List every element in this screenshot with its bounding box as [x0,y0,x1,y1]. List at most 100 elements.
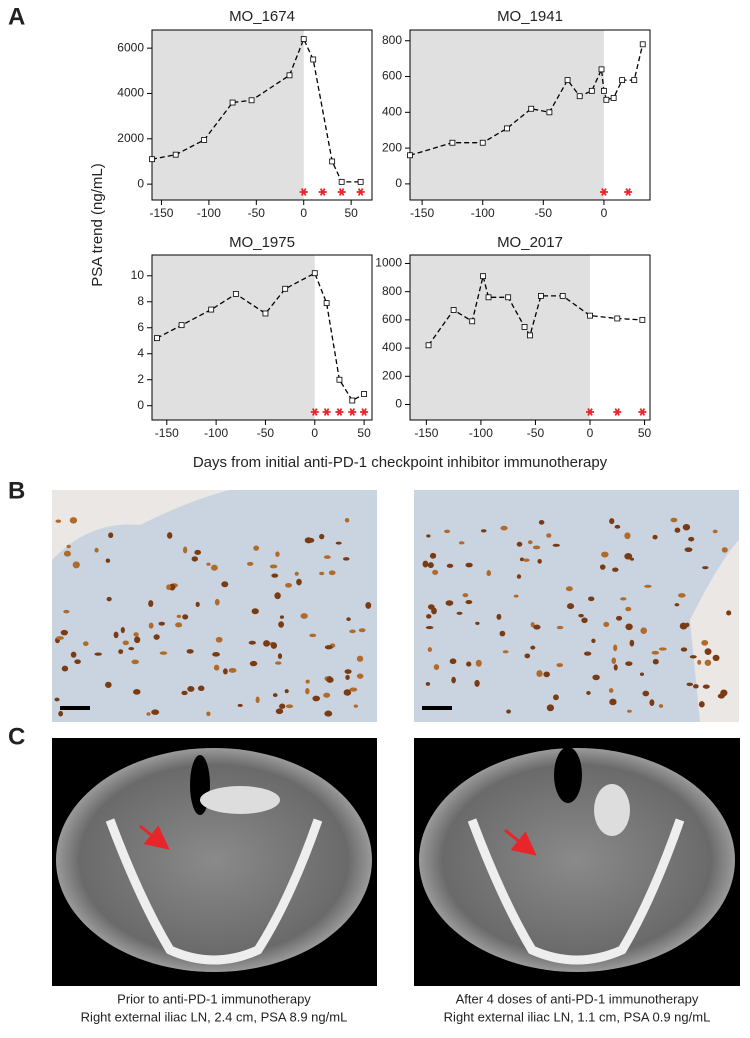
stained-cell [556,663,564,668]
stained-cell [319,571,325,576]
stained-cell [131,659,139,665]
stained-cell [305,679,310,684]
y-tick-label: 2000 [117,131,144,145]
stained-cell [279,703,286,709]
x-tick-label: -150 [149,206,173,220]
psa-point [538,292,544,299]
stained-cell [500,525,508,531]
stained-cell [553,694,559,701]
stained-cell [328,570,336,576]
psa-point [527,332,533,339]
psa-point [338,178,345,185]
stained-cell [166,584,171,590]
stained-cell [269,564,278,569]
stained-cell [465,562,473,568]
stained-cell [105,558,111,563]
stained-cell [608,688,614,693]
stained-cell [537,558,542,564]
stained-cell [108,532,114,539]
psa-point [286,72,293,79]
stained-cell [237,703,243,708]
y-tick-label: 200 [382,140,402,154]
y-tick-label: 6 [137,320,144,334]
stained-cell [278,621,284,628]
stained-cell [649,699,655,707]
stained-cell [583,651,592,656]
stained-cell [72,561,80,569]
stained-cell [609,698,617,706]
x-tick-label: -150 [410,206,434,220]
stained-cell [105,681,112,688]
chart-title: MO_1941 [497,8,563,25]
x-tick-label: 0 [587,426,594,440]
psa-point [504,125,510,132]
stained-cell [279,615,284,619]
y-tick-label: 400 [382,104,402,118]
stained-cell [629,639,635,647]
stained-cell [702,566,709,570]
stained-cell [345,674,350,680]
y-tick-label: 4 [137,346,144,360]
psa-point [323,300,330,306]
psa-point [521,324,528,330]
stained-cell [300,613,308,619]
stained-cell [272,693,278,698]
scale-bar [60,706,90,710]
stained-cell [431,607,437,615]
stained-cell [214,598,220,606]
stained-cell [327,675,333,682]
psa-point [639,41,646,48]
plot-frame [151,254,373,421]
scale-bar [422,706,452,710]
chart-title: MO_1674 [229,8,295,25]
psa-point [485,294,492,301]
stained-cell [113,631,119,639]
stained-cell [275,661,282,665]
stained-cell [66,544,71,549]
stained-cell [601,551,609,558]
stained-cell [712,529,718,534]
stained-cell [270,642,278,649]
stained-cell [324,645,333,650]
psa-point [619,77,626,84]
treatment-marker [613,408,622,416]
ct-images [52,738,740,986]
psa-point [349,397,356,404]
y-tick-label: 400 [382,340,402,354]
stained-cell [106,596,112,602]
y-tick-label: 800 [382,33,402,47]
stained-cell [176,614,182,619]
stained-cell [651,650,660,655]
stained-cell [271,573,279,578]
psa-point [149,156,155,163]
stained-cell [158,621,165,626]
y-tick-label: 0 [137,176,144,190]
stained-cell [516,541,523,547]
psa-point [407,152,413,159]
pre-treatment-shade [410,255,590,420]
stained-cell [344,517,350,523]
stained-cell [451,676,456,684]
psa-point [208,306,215,313]
x-tick-label: -50 [535,206,553,220]
y-tick-label: 2 [137,372,144,386]
stained-cell [684,547,693,553]
stained-cell [625,606,632,612]
stained-cell [433,664,440,670]
stained-cell [693,684,699,689]
stained-cell [285,704,294,709]
pelvis [467,818,685,965]
x-tick-label: -100 [469,426,493,440]
stained-cell [61,665,69,672]
treatment-marker [299,188,308,196]
stained-cell [426,534,431,538]
stained-cell [206,711,211,717]
psa-point [232,291,239,297]
x-axis-label: Days from initial anti-PD-1 checkpoint i… [193,454,608,471]
panel-label: B [8,477,25,504]
stained-cell [446,563,454,568]
asterisk-stroke [349,408,356,416]
x-tick-label: 50 [638,426,652,440]
stained-cell [422,560,429,568]
psa-point [300,36,307,42]
